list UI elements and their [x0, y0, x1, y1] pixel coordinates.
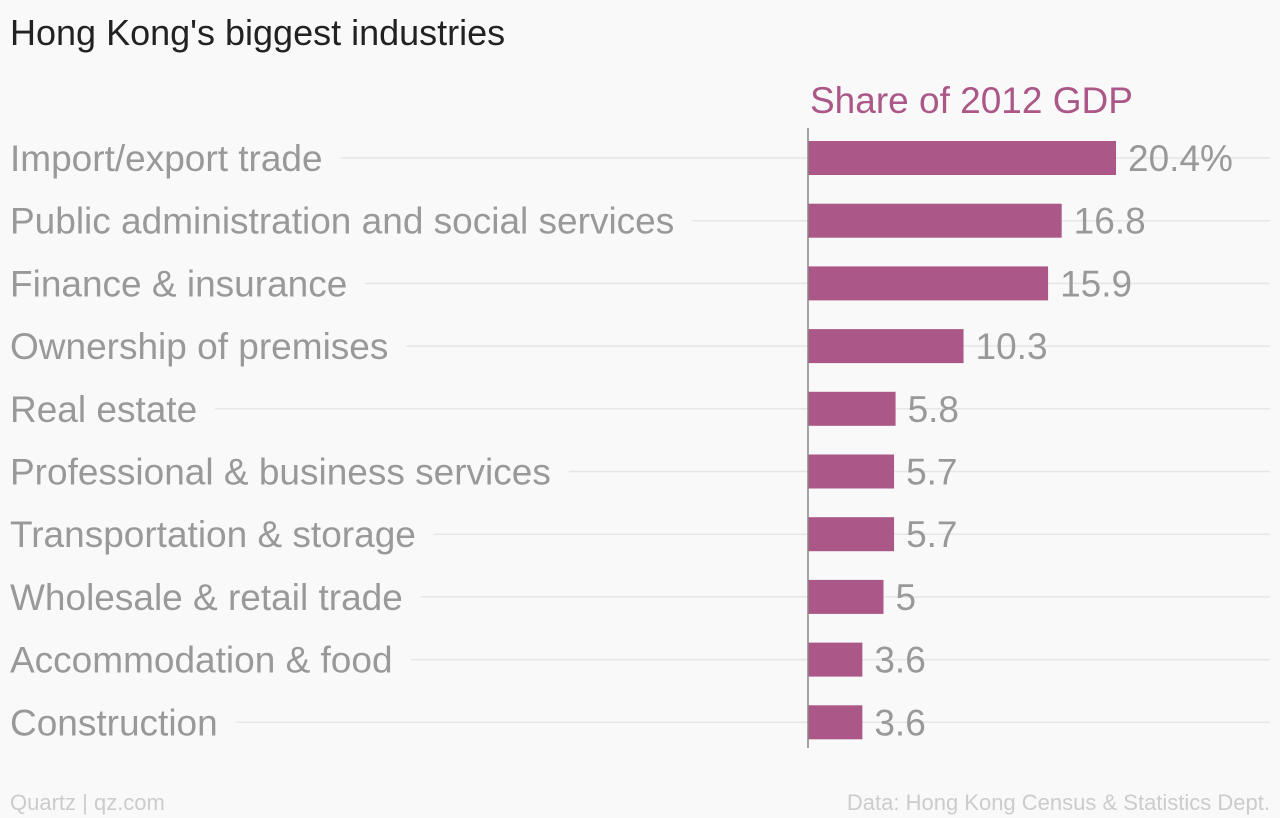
bar: [808, 517, 895, 552]
category-label: Finance & insurance: [10, 263, 347, 304]
bar: [808, 329, 964, 364]
bar: [808, 391, 896, 426]
category-label: Ownership of premises: [10, 326, 388, 367]
labels: Share of 2012 GDP Import/export trade 20.4…: [10, 80, 1233, 743]
category-label: Public administration and social service…: [10, 201, 674, 242]
value-label: 5.7: [906, 514, 957, 555]
bar: [808, 454, 895, 489]
chart-title: Hong Kong's biggest industries: [10, 12, 506, 53]
bar: [808, 266, 1049, 301]
value-label: 20.4%: [1128, 138, 1233, 179]
category-label: Accommodation & food: [10, 640, 393, 681]
footer-source: Data: Hong Kong Census & Statistics Dept…: [846, 790, 1270, 815]
category-label: Professional & business services: [10, 452, 551, 493]
category-label: Construction: [10, 702, 218, 743]
category-label: Transportation & storage: [10, 514, 416, 555]
value-label: 16.8: [1074, 201, 1146, 242]
bar: [808, 203, 1062, 238]
category-label: Real estate: [10, 389, 197, 430]
value-label: 5.7: [906, 452, 957, 493]
category-label: Import/export trade: [10, 138, 323, 179]
value-label: 10.3: [976, 326, 1048, 367]
value-label: 15.9: [1060, 263, 1132, 304]
gridlines: [215, 157, 1270, 724]
value-label: 3.6: [874, 702, 925, 743]
bar: [808, 579, 884, 614]
bar: [808, 642, 863, 677]
value-label: 3.6: [874, 640, 925, 681]
value-label: 5: [896, 577, 917, 618]
footer-credit: Quartz | qz.com: [10, 790, 165, 815]
series-title: Share of 2012 GDP: [810, 80, 1133, 121]
bars: [808, 141, 1117, 740]
category-label: Wholesale & retail trade: [10, 577, 403, 618]
bar: [808, 705, 863, 740]
bar: [808, 141, 1117, 175]
value-label: 5.8: [908, 389, 959, 430]
